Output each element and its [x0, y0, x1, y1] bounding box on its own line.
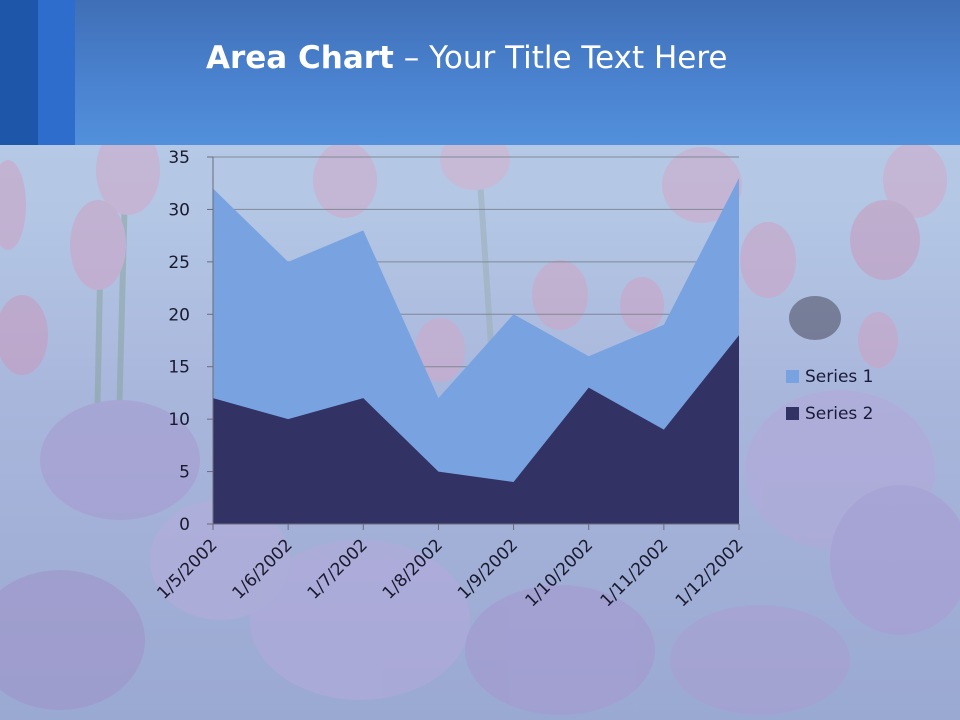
slide-title: Area Chart – Your Title Text Here [206, 40, 727, 76]
y-tick-label-15: 15 [168, 358, 190, 378]
y-tick-label-10: 10 [168, 410, 190, 430]
header-accent-bar-light [38, 0, 75, 145]
legend-swatch-series-2 [786, 407, 799, 420]
y-tick-label-25: 25 [168, 253, 190, 273]
y-tick-label-5: 5 [179, 463, 190, 483]
slide-title-bold: Area Chart [206, 40, 394, 76]
legend-swatch-series-1 [786, 370, 799, 383]
area-series-2 [213, 335, 739, 524]
legend-label-series-1: Series 1 [805, 366, 874, 387]
x-tick-label-1: 1/5/2002 [153, 535, 221, 603]
y-tick-label-35: 35 [168, 148, 190, 168]
x-tick-label-3: 1/7/2002 [304, 535, 372, 603]
legend-label-series-2: Series 2 [805, 403, 874, 424]
slide-title-rest: – Your Title Text Here [393, 40, 728, 76]
x-tick-label-8: 1/12/2002 [672, 535, 748, 611]
x-tick-label-4: 1/8/2002 [379, 535, 447, 603]
x-tick-label-7: 1/11/2002 [597, 535, 673, 611]
x-tick-label-5: 1/9/2002 [454, 535, 522, 603]
y-tick-label-20: 20 [168, 305, 190, 325]
slide-header-band [0, 0, 960, 145]
x-tick-label-2: 1/6/2002 [229, 535, 297, 603]
header-accent-bar-dark [0, 0, 38, 145]
y-tick-label-30: 30 [168, 200, 190, 220]
chart-legend: Series 1 Series 2 [786, 358, 874, 432]
legend-item-series-2: Series 2 [786, 395, 874, 432]
y-tick-label-0: 0 [179, 515, 190, 535]
legend-item-series-1: Series 1 [786, 358, 874, 395]
x-tick-label-6: 1/10/2002 [521, 535, 597, 611]
